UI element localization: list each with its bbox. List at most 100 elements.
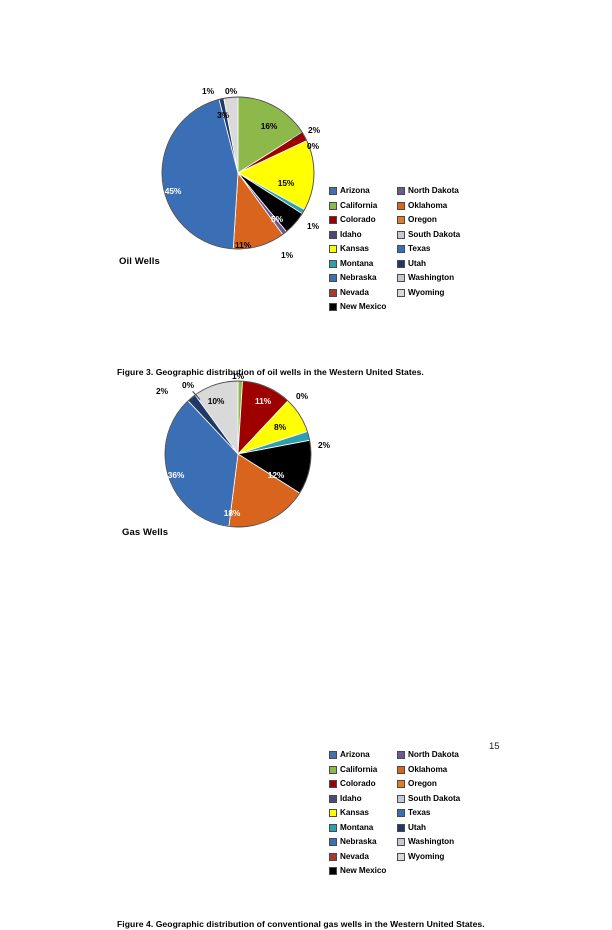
legend-item-kansas[interactable]: Kansas	[329, 242, 397, 257]
legend-item-montana[interactable]: Montana	[329, 257, 397, 272]
legend-swatch-icon	[397, 809, 405, 818]
legend-item-label: Kansas	[340, 244, 369, 254]
pie-outline	[161, 96, 315, 250]
legend-item-south-dakota[interactable]: South Dakota	[397, 228, 489, 243]
legend-spacer	[397, 864, 489, 879]
legend-item-label: Oregon	[408, 779, 437, 789]
legend-swatch-icon	[397, 765, 405, 774]
legend-item-label: New Mexico	[340, 866, 387, 876]
legend-item-label: Nevada	[340, 287, 369, 297]
legend-item-label: North Dakota	[408, 186, 459, 196]
pie-value-label-texas: 45%	[164, 186, 182, 196]
legend-swatch-icon	[397, 201, 405, 210]
legend-item-colorado[interactable]: Colorado	[329, 213, 397, 228]
legend-item-nevada[interactable]: Nevada	[329, 286, 397, 301]
legend-item-california[interactable]: California	[329, 763, 397, 778]
legend-swatch-icon	[329, 794, 337, 803]
oil-legend: Arizona North Dakota California Oklahoma Col…	[329, 184, 489, 315]
legend-item-california[interactable]: California	[329, 199, 397, 214]
legend-item-texas[interactable]: Texas	[397, 242, 489, 257]
gas-pie-svg	[164, 380, 312, 528]
pie-value-label-new-mexico: 12%	[267, 470, 285, 480]
legend-item-washington[interactable]: Washington	[397, 271, 489, 286]
legend-item-nebraska[interactable]: Nebraska	[329, 835, 397, 850]
legend-item-label: California	[340, 764, 378, 774]
legend-swatch-icon	[329, 187, 337, 196]
legend-item-label: Nebraska	[340, 273, 377, 283]
legend-item-label: Oklahoma	[408, 200, 448, 210]
legend-item-montana[interactable]: Montana	[329, 821, 397, 836]
legend-swatch-icon	[329, 230, 337, 239]
legend-swatch-icon	[329, 809, 337, 818]
legend-swatch-icon	[397, 780, 405, 789]
legend-item-label: Oklahoma	[408, 764, 448, 774]
pie-value-label-texas: 36%	[167, 470, 185, 480]
legend-item-label: Texas	[408, 244, 431, 254]
legend-item-new-mexico[interactable]: New Mexico	[329, 300, 397, 315]
legend-swatch-icon	[329, 259, 337, 268]
pie-value-label-idaho: 0%	[307, 141, 319, 151]
legend-swatch-icon	[397, 794, 405, 803]
legend-swatch-icon	[329, 765, 337, 774]
pie-value-label-colorado: 11%	[255, 396, 271, 406]
legend-item-washington[interactable]: Washington	[397, 835, 489, 850]
legend-item-oregon[interactable]: Oregon	[397, 777, 489, 792]
legend-item-idaho[interactable]: Idaho	[329, 228, 397, 243]
legend-swatch-icon	[397, 230, 405, 239]
gas-chart-title: Gas Wells	[122, 527, 169, 538]
gas-chart-area: 1% 11% 0% 8% 2% 12% 18% 36% 2% 0% 10% Gas Wells Ar…	[0, 362, 612, 876]
legend-item-colorado[interactable]: Colorado	[329, 777, 397, 792]
legend-swatch-icon	[329, 216, 337, 225]
legend-item-label: North Dakota	[408, 750, 459, 760]
legend-item-label: Nevada	[340, 851, 369, 861]
gas-legend: Arizona North Dakota California Oklahoma Col…	[329, 748, 489, 879]
legend-item-south-dakota[interactable]: South Dakota	[397, 792, 489, 807]
legend-swatch-icon	[329, 274, 337, 283]
pie-value-label-idaho: 0%	[296, 391, 308, 401]
legend-swatch-icon	[397, 216, 405, 225]
legend-item-oklahoma[interactable]: Oklahoma	[397, 199, 489, 214]
legend-swatch-icon	[397, 259, 405, 268]
pie-value-label-wyoming: 3%	[217, 110, 229, 120]
legend-swatch-icon	[397, 823, 405, 832]
legend-item-label: Arizona	[340, 750, 370, 760]
legend-item-texas[interactable]: Texas	[397, 806, 489, 821]
pie-value-label-washington: 0%	[182, 380, 194, 390]
legend-item-arizona[interactable]: Arizona	[329, 748, 397, 763]
legend-item-kansas[interactable]: Kansas	[329, 806, 397, 821]
oil-chart-title: Oil Wells	[119, 256, 160, 267]
legend-item-label: South Dakota	[408, 793, 461, 803]
pie-value-label-california: 16%	[260, 121, 278, 131]
legend-item-label: California	[340, 200, 378, 210]
legend-item-arizona[interactable]: Arizona	[329, 184, 397, 199]
gas-pie-chart: 1% 11% 0% 8% 2% 12% 18% 36% 2% 0% 10%	[146, 366, 346, 546]
legend-item-wyoming[interactable]: Wyoming	[397, 850, 489, 865]
pie-value-label-washington: 0%	[225, 86, 237, 96]
legend-item-north-dakota[interactable]: North Dakota	[397, 184, 489, 199]
pie-value-label-montana: 1%	[307, 221, 319, 231]
legend-swatch-icon	[329, 838, 337, 847]
legend-swatch-icon	[329, 245, 337, 254]
legend-item-nevada[interactable]: Nevada	[329, 850, 397, 865]
legend-item-label: Idaho	[340, 793, 362, 803]
legend-swatch-icon	[329, 303, 337, 312]
pie-value-label-montana: 2%	[318, 440, 330, 450]
figure-4-caption: Figure 4. Geographic distribution of con…	[117, 919, 485, 929]
pie-value-label-colorado: 2%	[308, 125, 320, 135]
pie-value-label-oklahoma: 18%	[223, 508, 241, 518]
legend-item-label: Montana	[340, 822, 374, 832]
legend-item-idaho[interactable]: Idaho	[329, 792, 397, 807]
pie-value-label-north-dakota: 1%	[281, 250, 293, 260]
legend-item-nebraska[interactable]: Nebraska	[329, 271, 397, 286]
legend-item-wyoming[interactable]: Wyoming	[397, 286, 489, 301]
legend-item-utah[interactable]: Utah	[397, 257, 489, 272]
legend-item-label: Wyoming	[408, 287, 445, 297]
legend-item-new-mexico[interactable]: New Mexico	[329, 864, 397, 879]
legend-swatch-icon	[329, 823, 337, 832]
oil-pie-svg	[161, 96, 315, 250]
legend-item-label: Arizona	[340, 186, 370, 196]
legend-item-oklahoma[interactable]: Oklahoma	[397, 763, 489, 778]
legend-item-north-dakota[interactable]: North Dakota	[397, 748, 489, 763]
legend-item-utah[interactable]: Utah	[397, 821, 489, 836]
legend-item-oregon[interactable]: Oregon	[397, 213, 489, 228]
